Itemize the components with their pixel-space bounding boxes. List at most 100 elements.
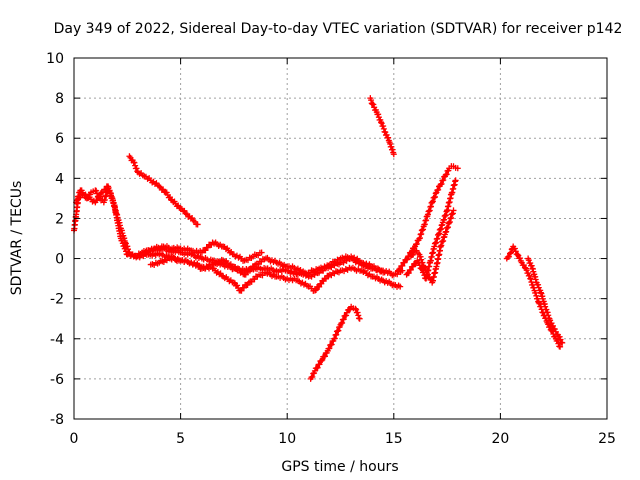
data-point [335, 327, 342, 334]
data-point [314, 364, 321, 371]
y-tick-label: 8 [55, 91, 64, 107]
data-point [131, 159, 138, 166]
data-point [311, 287, 318, 294]
data-point [397, 283, 404, 290]
data-point [404, 256, 411, 263]
chart-title: Day 349 of 2022, Sidereal Day-to-day VTE… [54, 21, 623, 37]
data-point [526, 272, 533, 279]
data-point [397, 266, 404, 273]
data-point [319, 357, 326, 364]
data-point [413, 240, 420, 247]
data-point [333, 331, 340, 338]
x-axis-label: GPS time / hours [281, 459, 398, 475]
data-point [368, 97, 375, 104]
data-point [318, 280, 325, 287]
data-point [378, 119, 385, 126]
data-point [354, 309, 361, 316]
data-point [375, 111, 382, 118]
data-point [552, 328, 559, 335]
data-point [347, 306, 354, 313]
data-point [355, 312, 362, 319]
data-point [321, 353, 328, 360]
data-point [557, 343, 564, 350]
data-point [328, 341, 335, 348]
data-point [380, 122, 387, 129]
data-point [325, 262, 332, 269]
data-point [339, 319, 346, 326]
data-point [423, 267, 430, 274]
data-point [420, 263, 427, 270]
data-point [556, 333, 563, 340]
data-point [429, 199, 436, 206]
data-point [182, 210, 189, 217]
data-point [194, 221, 201, 228]
data-point [96, 193, 103, 200]
data-point [331, 335, 338, 342]
data-point [399, 262, 406, 269]
plot-frame [73, 57, 608, 420]
data-point [505, 253, 512, 260]
data-point [557, 336, 564, 343]
data-points [71, 95, 566, 382]
data-point [435, 186, 442, 193]
data-point [93, 187, 100, 194]
data-point [102, 186, 109, 193]
x-tick-label: 15 [385, 431, 403, 447]
data-point [535, 281, 542, 288]
data-point [99, 189, 106, 196]
data-point [407, 266, 414, 273]
y-tick-label: -2 [50, 292, 64, 308]
data-point [94, 197, 101, 204]
data-point [555, 340, 562, 347]
data-point [512, 248, 519, 255]
y-tick-label: 4 [55, 171, 64, 187]
data-point [554, 337, 561, 344]
x-tick-label: 25 [598, 431, 616, 447]
data-point [385, 134, 392, 141]
y-tick-label: -4 [50, 332, 64, 348]
data-point [409, 251, 416, 258]
data-point [438, 180, 445, 187]
data-point [432, 193, 439, 200]
x-tick-label: 5 [176, 431, 185, 447]
data-point [133, 165, 140, 172]
x-tick-label: 0 [70, 431, 79, 447]
data-point [452, 177, 459, 184]
data-point [549, 322, 556, 329]
data-point [454, 165, 461, 172]
data-point [343, 309, 350, 316]
y-tick-label: -8 [50, 412, 64, 428]
data-point [440, 177, 447, 184]
y-tick-label: 6 [55, 131, 64, 147]
y-axis-label: SDTVAR / TECUs [9, 181, 25, 296]
data-point [559, 339, 566, 346]
data-point [390, 151, 397, 158]
data-point [318, 357, 325, 364]
data-point [405, 270, 412, 277]
data-point [535, 299, 542, 306]
data-point [517, 255, 524, 262]
data-point [258, 249, 265, 256]
data-point [316, 283, 323, 290]
data-point [511, 245, 518, 252]
data-point [551, 326, 558, 333]
data-point [528, 262, 535, 269]
data-point [432, 190, 439, 197]
data-point [343, 312, 350, 319]
y-tick-label: -6 [50, 372, 64, 388]
data-point [352, 305, 359, 312]
y-tick-label: 0 [55, 252, 64, 268]
data-point [514, 251, 521, 258]
x-tick-label: 10 [278, 431, 296, 447]
data-point [506, 250, 513, 257]
data-point [409, 263, 416, 270]
y-tick-label: 10 [46, 51, 64, 67]
data-point [323, 275, 330, 282]
data-point [380, 125, 387, 132]
data-point [370, 101, 377, 108]
data-point [156, 183, 163, 190]
data-point [230, 279, 237, 286]
data-point [356, 315, 363, 322]
data-point [312, 286, 319, 293]
